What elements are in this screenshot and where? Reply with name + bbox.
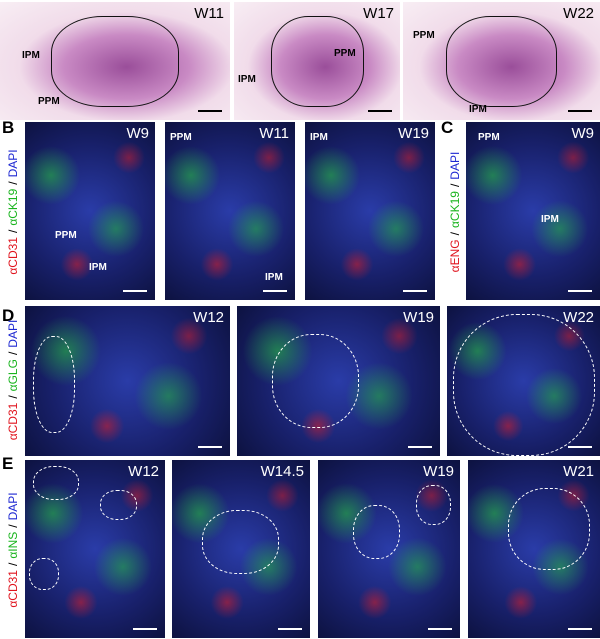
stain-part: αENG <box>448 239 462 273</box>
scale-bar <box>133 628 157 630</box>
scale-bar <box>198 110 222 112</box>
panel-letter: D <box>2 306 15 325</box>
region-label: PPM <box>170 132 192 143</box>
stage-label: W19 <box>398 125 429 142</box>
region-label: PPM <box>334 48 356 59</box>
scale-bar <box>568 290 592 292</box>
stage-label: W9 <box>126 125 150 142</box>
stage-label: W19 <box>423 463 454 480</box>
micrograph: W11 IPM PPM <box>0 2 230 120</box>
stain-part: / <box>448 232 462 236</box>
micrograph: W9 PPM IPM <box>466 122 600 300</box>
stain-part: αCK19 <box>6 188 20 226</box>
stain-part: / <box>6 562 20 567</box>
micrograph: W19 <box>237 306 440 456</box>
micrograph: W22 PPM IPM <box>403 2 600 120</box>
stain-part: DAPI <box>6 149 20 178</box>
stain-part: DAPI <box>6 319 20 348</box>
islet-outline <box>202 510 279 574</box>
micrograph: W9 PPM IPM <box>25 122 155 300</box>
stain-part: αGLG <box>6 359 20 392</box>
stain-part: αCD31 <box>6 237 20 275</box>
islet-outline <box>33 466 79 500</box>
stage-label: W12 <box>128 463 159 480</box>
region-label: IPM <box>22 50 40 61</box>
islet-outline <box>508 488 590 570</box>
islet-outline <box>33 336 75 433</box>
islet-outline <box>272 334 359 428</box>
stain-part: αINS <box>6 531 20 559</box>
stage-label: W12 <box>193 309 224 326</box>
scale-bar <box>263 290 287 292</box>
region-outline <box>50 16 180 107</box>
micrograph: W12 <box>25 460 165 638</box>
islet-outline <box>353 505 400 559</box>
stage-label: W9 <box>571 125 595 142</box>
region-outline <box>446 16 557 107</box>
stain-part: DAPI <box>6 492 20 521</box>
stain-part: / <box>448 183 462 188</box>
region-label: PPM <box>38 96 60 107</box>
region-label: IPM <box>89 262 107 273</box>
stain-part: αCD31 <box>6 570 20 608</box>
scale-bar <box>568 446 592 448</box>
stain-part: / <box>6 395 20 399</box>
scale-bar <box>408 446 432 448</box>
stain-label: αENG / αCK19 / DAPI <box>448 150 462 275</box>
panel-letter: E <box>2 454 14 473</box>
region-label: PPM <box>413 30 435 41</box>
stain-part: αCD31 <box>6 402 20 441</box>
region-label: IPM <box>541 214 559 225</box>
micrograph: W19 <box>318 460 460 638</box>
scale-bar <box>568 628 592 630</box>
panel-letter: B <box>2 118 15 137</box>
region-label: PPM <box>478 132 500 143</box>
scale-bar <box>198 446 222 448</box>
micrograph: W14.5 <box>172 460 310 638</box>
scale-bar <box>368 110 392 112</box>
region-outline <box>270 16 364 107</box>
stage-label: W19 <box>403 309 434 326</box>
islet-outline <box>453 314 595 456</box>
stain-part: DAPI <box>448 151 462 180</box>
islet-outline <box>416 485 451 525</box>
stain-part: / <box>6 351 20 356</box>
scale-bar <box>123 290 147 292</box>
stage-label: W11 <box>194 5 224 22</box>
scale-bar <box>278 628 302 630</box>
stage-label: W17 <box>363 5 394 22</box>
micrograph: W17 PPM IPM <box>234 2 400 120</box>
stain-part: / <box>6 229 20 234</box>
region-label: PPM <box>55 230 77 241</box>
stain-label: αCD31 / αCK19 / DAPI <box>6 147 20 276</box>
stage-label: W22 <box>563 5 594 22</box>
panel-letter: C <box>441 118 454 137</box>
stain-label: αCD31 / αINS / DAPI <box>6 490 20 609</box>
micrograph: W12 <box>25 306 230 456</box>
region-label: IPM <box>238 74 256 85</box>
region-label: IPM <box>469 104 487 115</box>
region-label: IPM <box>310 132 328 143</box>
micrograph: W21 <box>468 460 600 638</box>
stage-label: W14.5 <box>260 463 304 480</box>
stain-part: αCK19 <box>448 191 462 229</box>
stage-label: W22 <box>563 309 594 326</box>
scale-bar <box>568 110 592 112</box>
stain-part: / <box>6 181 20 185</box>
stain-part: / <box>6 524 20 528</box>
micrograph: W11 PPM IPM <box>165 122 295 300</box>
islet-outline <box>29 558 59 590</box>
stain-label: αCD31 / αGLG / DAPI <box>6 318 20 443</box>
stage-label: W11 <box>259 125 289 142</box>
stage-label: W21 <box>563 463 594 480</box>
micrograph: W22 <box>447 306 600 456</box>
region-label: IPM <box>265 272 283 283</box>
islet-outline <box>100 490 137 520</box>
micrograph: W19 IPM <box>305 122 435 300</box>
scale-bar <box>403 290 427 292</box>
scale-bar <box>428 628 452 630</box>
